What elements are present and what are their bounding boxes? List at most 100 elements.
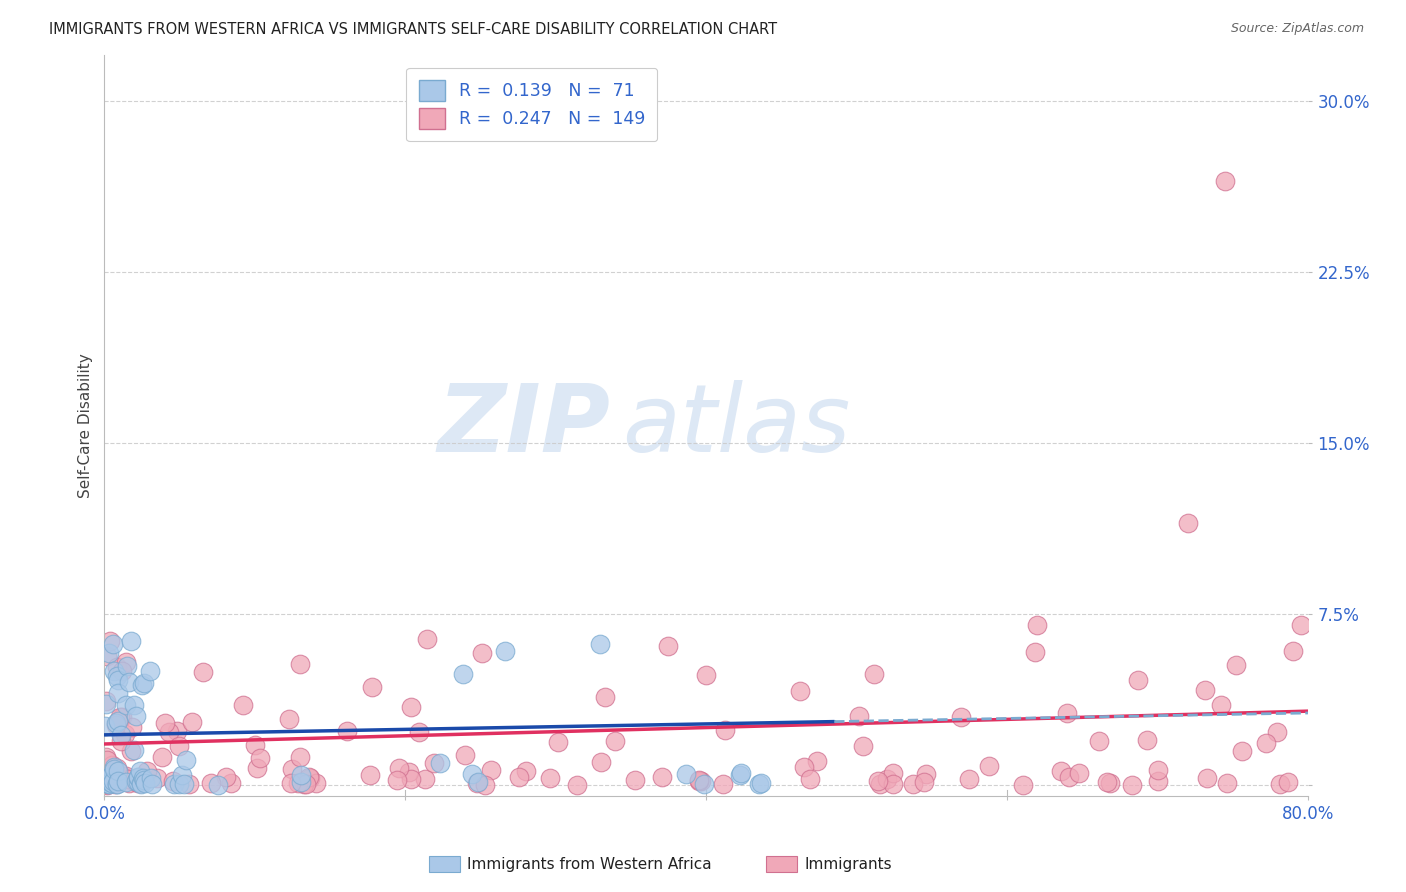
Point: [105, 777, 128, 791]
Point: [124, 708, 146, 723]
Point: [1215, 173, 1237, 187]
Point: [479, 763, 502, 777]
Point: [98, 770, 121, 784]
Point: [912, 774, 935, 789]
Point: [94, 773, 117, 788]
Point: [98, 775, 121, 789]
Point: [105, 718, 128, 732]
Point: [1095, 775, 1118, 789]
Point: [101, 775, 124, 789]
Point: [219, 776, 242, 790]
Point: [467, 776, 489, 790]
Point: [748, 777, 770, 791]
Point: [429, 756, 451, 770]
Point: [114, 727, 136, 741]
Point: [124, 775, 146, 789]
Point: [181, 714, 204, 729]
Point: [122, 742, 145, 756]
Point: [398, 765, 420, 780]
Point: [852, 739, 875, 754]
Point: [107, 686, 129, 700]
Point: [118, 675, 141, 690]
Point: [1067, 765, 1090, 780]
Point: [751, 776, 773, 790]
Point: [174, 753, 197, 767]
Point: [1177, 516, 1199, 530]
Point: [1194, 683, 1216, 698]
Point: [145, 771, 167, 785]
Point: [876, 772, 898, 786]
Point: [107, 764, 129, 778]
Point: [245, 738, 267, 752]
Point: [336, 723, 359, 738]
Point: [96, 777, 118, 791]
Point: [690, 774, 713, 789]
Point: [711, 776, 734, 790]
Point: [169, 739, 191, 754]
Point: [589, 756, 612, 770]
Point: [166, 724, 188, 739]
Point: [399, 772, 422, 787]
Point: [714, 723, 737, 738]
Point: [96, 772, 118, 787]
Point: [1197, 771, 1219, 785]
Point: [1098, 776, 1121, 790]
Point: [163, 777, 186, 791]
Point: [101, 757, 124, 772]
Point: [1254, 736, 1277, 750]
Point: [1277, 775, 1299, 789]
Legend: R =  0.139   N =  71, R =  0.247   N =  149: R = 0.139 N = 71, R = 0.247 N = 149: [406, 68, 657, 141]
Point: [125, 774, 148, 789]
Point: [290, 775, 312, 789]
Text: atlas: atlas: [621, 380, 851, 471]
Point: [118, 776, 141, 790]
Point: [1265, 724, 1288, 739]
Point: [388, 761, 411, 775]
Point: [128, 764, 150, 779]
Point: [281, 763, 304, 777]
Point: [129, 776, 152, 790]
Point: [94, 775, 117, 789]
Point: [139, 664, 162, 678]
Point: [141, 777, 163, 791]
Point: [603, 734, 626, 748]
Point: [361, 681, 384, 695]
Point: [98, 774, 121, 789]
Point: [1270, 777, 1292, 791]
Point: [1057, 770, 1080, 784]
Point: [104, 777, 127, 791]
Point: [107, 774, 129, 789]
Point: [1209, 698, 1232, 713]
Point: [103, 766, 125, 780]
Point: [863, 667, 886, 681]
Point: [589, 637, 612, 651]
Point: [167, 777, 190, 791]
Point: [115, 659, 138, 673]
Point: [122, 698, 145, 713]
Point: [173, 777, 195, 791]
Point: [423, 756, 446, 770]
Text: IMMIGRANTS FROM WESTERN AFRICA VS IMMIGRANTS SELF-CARE DISABILITY CORRELATION CH: IMMIGRANTS FROM WESTERN AFRICA VS IMMIGR…: [49, 22, 778, 37]
Point: [96, 775, 118, 789]
Point: [108, 710, 131, 724]
Point: [305, 776, 328, 790]
Point: [96, 697, 118, 711]
Point: [121, 720, 143, 734]
Point: [103, 762, 125, 776]
Point: [675, 767, 697, 781]
Point: [104, 716, 127, 731]
Point: [134, 775, 156, 789]
Point: [215, 771, 238, 785]
Point: [538, 771, 561, 785]
Point: [136, 764, 159, 778]
Point: [650, 770, 672, 784]
Point: [730, 768, 752, 782]
Point: [1121, 777, 1143, 791]
Point: [98, 777, 121, 791]
Point: [1230, 744, 1253, 758]
Point: [869, 777, 891, 791]
Point: [1147, 764, 1170, 778]
Point: [688, 773, 710, 788]
Point: [474, 778, 496, 792]
Point: [93, 772, 115, 786]
